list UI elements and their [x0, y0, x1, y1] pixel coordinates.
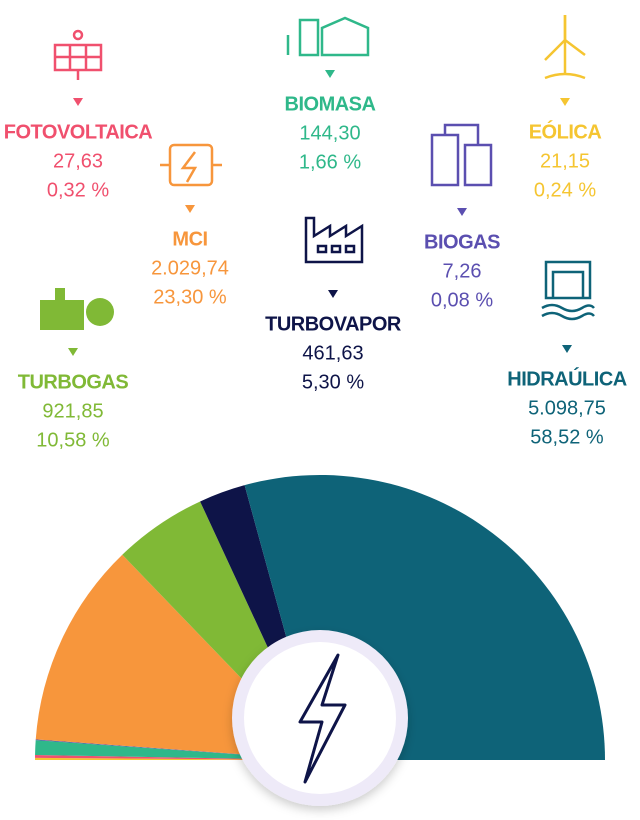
arrow	[328, 290, 338, 298]
value-label: 21,15	[540, 150, 590, 172]
arrow	[68, 348, 78, 356]
category-name: TURBOGAS	[18, 371, 129, 393]
value-label: 5.098,75	[528, 397, 606, 419]
value-label: 27,63	[53, 150, 103, 172]
category-name: BIOGAS	[424, 231, 500, 253]
value-label: 144,30	[299, 122, 360, 144]
arrow	[325, 70, 335, 78]
center-badge	[232, 630, 408, 806]
share-label: 5,30 %	[302, 371, 364, 393]
category-name: MCI	[172, 228, 207, 250]
share-label: 0,24 %	[534, 179, 596, 201]
icons	[40, 15, 595, 330]
category-name: HIDRAÚLICA	[507, 366, 626, 390]
arrow	[457, 208, 467, 216]
value-label: 7,26	[443, 260, 482, 282]
arrow	[73, 98, 83, 106]
value-label: 461,63	[302, 342, 363, 364]
share-label: 10,58 %	[36, 429, 110, 451]
category-name: TURBOVAPOR	[265, 313, 402, 335]
share-label: 58,52 %	[530, 426, 604, 448]
arrow	[562, 345, 572, 353]
value-label: 2.029,74	[151, 257, 229, 279]
category-name: EÓLICA	[529, 119, 602, 143]
share-label: 0,08 %	[431, 289, 493, 311]
labels: EÓLICA 21,15 0,24 % FOTOVOLTAICA 27,63 0,32 %…	[4, 70, 627, 451]
share-label: 0,32 %	[47, 179, 109, 201]
category-name: BIOMASA	[285, 93, 376, 115]
share-label: 1,66 %	[299, 151, 361, 173]
arrow	[560, 98, 570, 106]
category-name: FOTOVOLTAICA	[4, 121, 152, 143]
value-label: 921,85	[42, 400, 103, 422]
share-label: 23,30 %	[153, 286, 227, 308]
arrow	[185, 205, 195, 213]
